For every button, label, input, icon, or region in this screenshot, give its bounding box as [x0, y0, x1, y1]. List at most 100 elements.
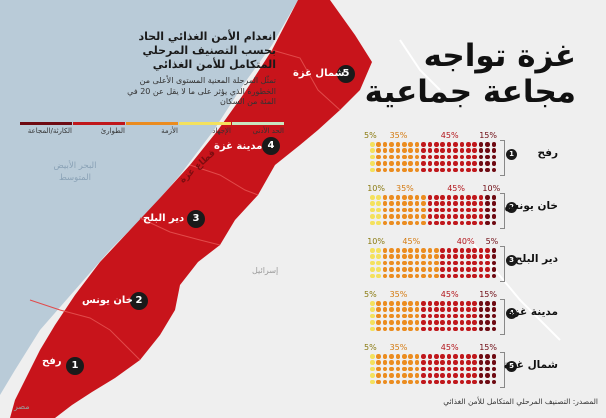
- dot-crisis: [402, 273, 407, 279]
- dot-emergency: [440, 167, 445, 173]
- dot-emergency: [453, 142, 458, 147]
- dot-emergency: [453, 267, 458, 272]
- dot-emergency: [427, 354, 433, 359]
- dot-famine: [491, 148, 497, 153]
- dot-stress: [376, 260, 381, 266]
- dot-emergency: [440, 379, 445, 385]
- dot-crisis: [395, 254, 401, 259]
- dot-emergency: [485, 254, 490, 259]
- border-line: [399, 39, 441, 91]
- dot-emergency: [478, 248, 484, 253]
- pct-label-crisis: 35%: [389, 131, 408, 140]
- dot-emergency: [440, 326, 445, 332]
- dot-crisis: [382, 214, 388, 219]
- dot-emergency: [472, 254, 477, 259]
- dot-crisis: [376, 360, 381, 365]
- dot-crisis: [376, 320, 381, 325]
- dot-crisis: [402, 313, 407, 319]
- dot-crisis: [376, 313, 381, 319]
- dot-crisis: [414, 148, 420, 153]
- dot-crisis: [434, 273, 439, 279]
- dot-emergency: [472, 154, 477, 160]
- dot-stress: [370, 207, 375, 213]
- dot-emergency: [453, 379, 458, 385]
- pct-label-emergency: 40%: [456, 237, 475, 246]
- dot-crisis: [389, 142, 394, 147]
- pct-label-crisis: 35%: [389, 343, 408, 352]
- label-deir-al-balah: دير البلح: [143, 213, 185, 224]
- dot-emergency: [453, 366, 458, 372]
- dot-emergency: [427, 161, 433, 166]
- dot-emergency: [453, 373, 458, 378]
- dot-crisis: [421, 273, 426, 279]
- dot-emergency: [440, 195, 445, 200]
- row-bracket: [500, 299, 505, 335]
- dot-crisis: [382, 307, 388, 312]
- dot-crisis: [414, 142, 420, 147]
- dot-crisis: [382, 167, 388, 173]
- dot-famine: [491, 366, 497, 372]
- dot-crisis: [414, 366, 420, 372]
- note-line: الخطورة الذي يؤثر على ما لا يقل عن 20 في: [127, 86, 276, 96]
- dot-emergency: [466, 254, 471, 259]
- dot-emergency: [434, 379, 439, 385]
- dot-famine: [478, 161, 484, 166]
- dot-crisis: [402, 167, 407, 173]
- dot-crisis: [395, 248, 401, 253]
- pct-label-stress: 10%: [367, 184, 385, 193]
- dot-crisis: [382, 313, 388, 319]
- dot-crisis: [408, 301, 413, 306]
- dot-crisis: [382, 354, 388, 359]
- pct-label-stress: 5%: [364, 343, 377, 352]
- dot-crisis: [395, 267, 401, 272]
- dot-emergency: [440, 373, 445, 378]
- dot-emergency: [472, 207, 477, 213]
- dot-crisis: [382, 326, 388, 332]
- dot-emergency: [453, 201, 458, 206]
- dot-crisis: [389, 273, 394, 279]
- dot-stress: [376, 273, 381, 279]
- dot-crisis: [402, 207, 407, 213]
- dot-famine: [485, 307, 490, 312]
- dot-crisis: [414, 267, 420, 272]
- dot-emergency: [466, 354, 471, 359]
- dot-famine: [491, 320, 497, 325]
- dot-crisis: [389, 326, 394, 332]
- dot-stress: [370, 273, 375, 279]
- dot-emergency: [453, 254, 458, 259]
- dot-famine: [485, 373, 490, 378]
- dot-emergency: [459, 366, 465, 372]
- dot-emergency: [421, 167, 426, 173]
- dot-crisis: [414, 254, 420, 259]
- dot-emergency: [434, 320, 439, 325]
- dot-emergency: [472, 214, 477, 219]
- dot-crisis: [414, 354, 420, 359]
- dot-crisis: [395, 354, 401, 359]
- dot-crisis: [408, 161, 413, 166]
- dot-stress: [370, 307, 375, 312]
- dot-crisis: [402, 248, 407, 253]
- dot-crisis: [414, 167, 420, 173]
- dot-stress: [376, 254, 381, 259]
- row-governorate-name: مدينة غزة: [507, 306, 558, 318]
- dot-crisis: [408, 326, 413, 332]
- dot-famine: [478, 360, 484, 365]
- dot-emergency: [427, 379, 433, 385]
- dot-crisis: [421, 201, 426, 206]
- dot-famine: [478, 167, 484, 173]
- dot-emergency: [453, 161, 458, 166]
- dot-emergency: [459, 195, 465, 200]
- dot-crisis: [395, 201, 401, 206]
- dot-crisis: [389, 366, 394, 372]
- dot-crisis: [395, 142, 401, 147]
- dot-crisis: [382, 366, 388, 372]
- dot-emergency: [453, 360, 458, 365]
- dot-crisis: [395, 273, 401, 279]
- pct-label-stress: 10%: [367, 237, 385, 246]
- source-note: المصدر: التصنيف المرحلي المتكامل للأمن ا…: [443, 397, 598, 406]
- dot-emergency: [446, 154, 452, 160]
- dot-crisis: [414, 195, 420, 200]
- dot-emergency: [459, 214, 465, 219]
- dot-emergency: [446, 366, 452, 372]
- dot-crisis: [382, 301, 388, 306]
